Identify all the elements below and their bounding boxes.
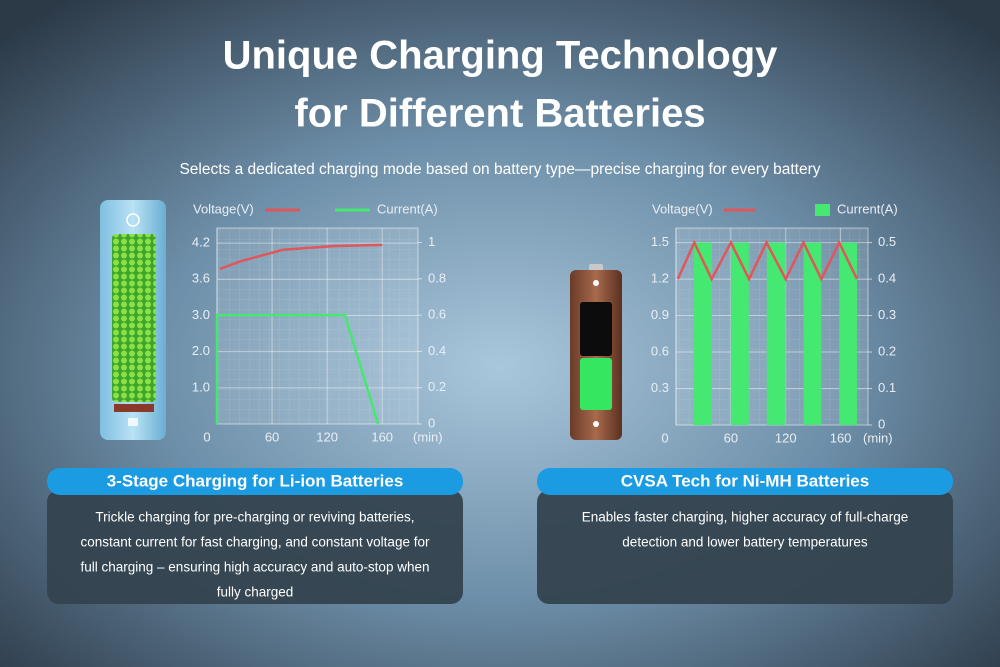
y2-tick-label: 0 bbox=[878, 416, 885, 431]
series-line bbox=[215, 313, 380, 425]
y2-tick-label: 0.2 bbox=[428, 379, 446, 394]
subtitle: Selects a dedicated charging mode based … bbox=[179, 161, 820, 178]
y-tick-label: 4.2 bbox=[192, 235, 210, 250]
y-tick-label: 0.6 bbox=[651, 343, 669, 358]
card-heading: 3-Stage Charging for Li-ion Batteries bbox=[107, 471, 404, 490]
bar bbox=[766, 242, 786, 425]
card-text: Trickle charging for pre-charging or rev… bbox=[95, 510, 414, 525]
bar bbox=[839, 242, 858, 425]
charts: 1.0 2.0 3.0 3.6 4.2 0 0.2 0.4 0.6 0.8 1 0 60 120 160 (m… bbox=[192, 201, 898, 445]
y-tick-label: 1.0 bbox=[192, 379, 210, 394]
y2-tick-label: 0.3 bbox=[878, 307, 896, 322]
card-heading: CVSA Tech for Ni-MH Batteries bbox=[621, 471, 869, 490]
legend-label: Current(A) bbox=[837, 201, 898, 216]
x-tick-label: 120 bbox=[316, 429, 338, 444]
card-text: detection and lower battery temperatures bbox=[622, 535, 868, 550]
title: Unique Charging Technology bbox=[223, 34, 779, 78]
x-axis-label: (min) bbox=[413, 429, 443, 444]
minor-grid bbox=[217, 228, 418, 424]
bar bbox=[693, 242, 712, 425]
series-line bbox=[676, 239, 859, 282]
y2-tick-label: 0.4 bbox=[428, 343, 446, 358]
y-tick-label: 1.2 bbox=[651, 271, 669, 286]
y2-tick-label: 0.6 bbox=[428, 307, 446, 322]
x-tick-label: 60 bbox=[724, 430, 738, 445]
title: for Different Batteries bbox=[294, 92, 705, 136]
y-tick-label: 0.3 bbox=[651, 380, 669, 395]
y-tick-label: 2.0 bbox=[192, 343, 210, 358]
chart: 0.3 0.6 0.9 1.2 1.5 0 0.1 0.2 0.3 0.4 0.5 0 60 120 160… bbox=[651, 201, 898, 445]
card: 3-Stage Charging for Li-ion Batteries bbox=[47, 468, 463, 604]
y2-tick-label: 0 bbox=[428, 415, 435, 430]
card-text: full charging – ensuring high accuracy a… bbox=[81, 560, 430, 575]
legend-swatch bbox=[815, 204, 830, 216]
legend-label: Voltage(V) bbox=[193, 201, 254, 216]
x-tick-label: 0 bbox=[203, 429, 210, 444]
y2-tick-label: 0.2 bbox=[878, 343, 896, 358]
x-tick-label: 160 bbox=[830, 430, 852, 445]
y-tick-label: 3.0 bbox=[192, 307, 210, 322]
y2-tick-label: 0.4 bbox=[878, 271, 896, 286]
x-tick-label: 120 bbox=[775, 430, 797, 445]
legend-label: Voltage(V) bbox=[652, 201, 713, 216]
x-axis-label: (min) bbox=[863, 430, 893, 445]
legend-label: Current(A) bbox=[377, 201, 438, 216]
y2-tick-label: 0.5 bbox=[878, 234, 896, 249]
ni-mh-battery bbox=[570, 264, 622, 440]
series-line bbox=[219, 243, 383, 271]
y-tick-label: 0.9 bbox=[651, 307, 669, 322]
x-tick-label: 60 bbox=[265, 429, 279, 444]
chart: 1.0 2.0 3.0 3.6 4.2 0 0.2 0.4 0.6 0.8 1 0 60 120 160 (m… bbox=[192, 201, 446, 444]
card: CVSA Tech for Ni-MH Batteries bbox=[537, 468, 953, 604]
x-tick-label: 0 bbox=[661, 430, 668, 445]
y-tick-label: 3.6 bbox=[192, 271, 210, 286]
card-text: Enables faster charging, higher accuracy… bbox=[582, 510, 908, 525]
y-tick-label: 1.5 bbox=[651, 234, 669, 249]
y2-tick-label: 0.1 bbox=[878, 380, 896, 395]
y2-tick-label: 0.8 bbox=[428, 270, 446, 285]
card-texts: Trickle charging for pre-charging or rev… bbox=[81, 510, 909, 600]
bar bbox=[803, 242, 822, 425]
x-tick-label: 160 bbox=[371, 429, 393, 444]
card-text: fully charged bbox=[217, 585, 294, 600]
card-text: constant current for fast charging, and … bbox=[81, 535, 430, 550]
y2-tick-label: 1 bbox=[428, 234, 435, 249]
bar bbox=[730, 242, 749, 425]
li-ion-battery bbox=[100, 200, 166, 440]
